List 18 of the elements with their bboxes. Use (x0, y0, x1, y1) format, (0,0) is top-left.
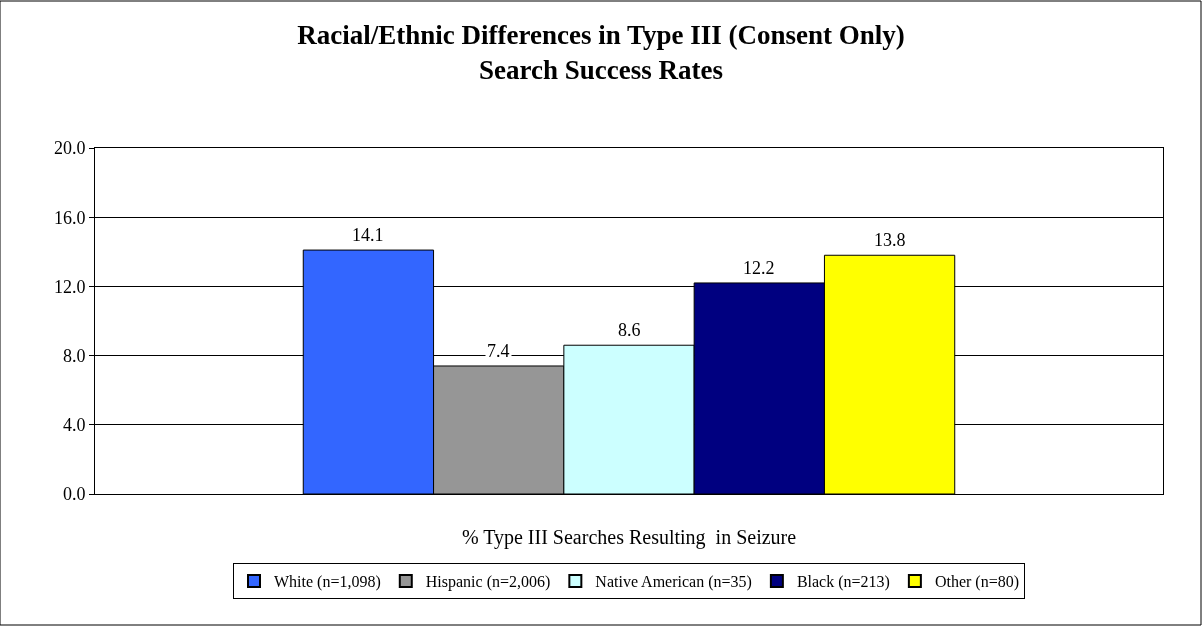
y-tick-label: 4.0 (62, 415, 86, 436)
legend-label: Black (n=213) (796, 573, 890, 592)
data-label: 8.6 (618, 320, 641, 340)
y-tick-label: 20.0 (53, 138, 86, 159)
y-tick-label: 8.0 (62, 345, 86, 366)
data-label: 12.2 (743, 258, 775, 278)
data-label: 13.8 (874, 230, 906, 250)
legend-label: Hispanic (n=2,006) (425, 573, 551, 592)
y-tick-label: 16.0 (53, 207, 86, 228)
legend-label: Other (n=80) (934, 573, 1019, 592)
y-tick-label: 0.0 (62, 484, 86, 505)
y-tick-label: 12.0 (53, 276, 86, 297)
chart-title: Racial/Ethnic Differences in Type III (Consent Only) Search Success Rates (297, 19, 905, 85)
data-label: 14.1 (352, 225, 384, 245)
data-label: 7.4 (487, 341, 510, 361)
x-tick-label: % Type III Searches Resulting in Seizure (461, 526, 797, 549)
legend-label: Native American (n=35) (595, 573, 752, 592)
legend-label: White (n=1,098) (274, 573, 381, 592)
